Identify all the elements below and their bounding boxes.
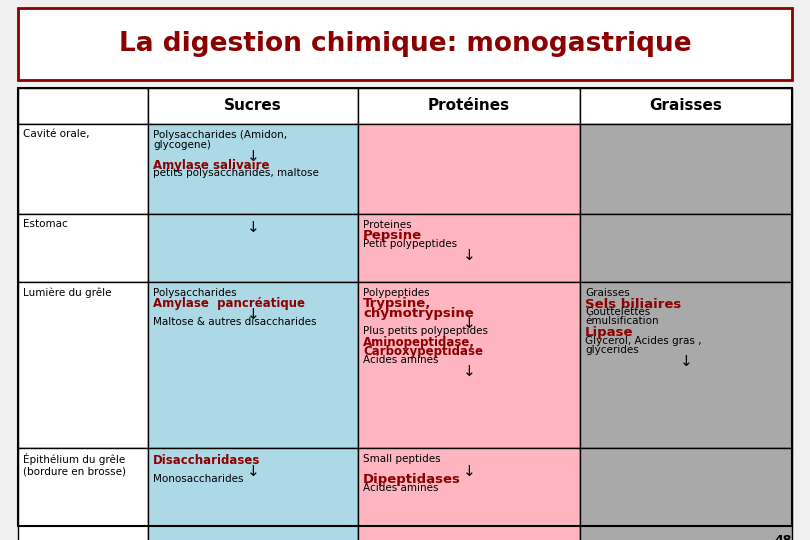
- Text: Polysaccharides (Amidon,: Polysaccharides (Amidon,: [153, 130, 287, 140]
- Text: Dipeptidases: Dipeptidases: [363, 474, 461, 487]
- Text: ↓: ↓: [463, 248, 475, 264]
- Text: émulsification: émulsification: [585, 316, 659, 327]
- Bar: [18, 88, 792, 526]
- Text: ↓: ↓: [463, 463, 475, 478]
- Bar: [580, 214, 792, 282]
- Text: ↓: ↓: [246, 220, 259, 235]
- Text: Monosaccharides: Monosaccharides: [153, 474, 244, 483]
- Bar: [358, 448, 580, 540]
- Text: ↓: ↓: [463, 364, 475, 380]
- Text: glycerides: glycerides: [585, 345, 639, 355]
- Text: Pepsine: Pepsine: [363, 230, 422, 242]
- Text: Proteines: Proteines: [363, 220, 411, 230]
- Bar: [580, 124, 792, 214]
- Bar: [18, 88, 148, 124]
- Text: Lumière du grêle: Lumière du grêle: [23, 287, 112, 298]
- Text: Protéines: Protéines: [428, 98, 510, 113]
- Text: Small peptides: Small peptides: [363, 454, 441, 464]
- Bar: [148, 88, 358, 124]
- Text: ↓: ↓: [680, 354, 693, 369]
- Text: Polysaccharides: Polysaccharides: [153, 288, 237, 298]
- Text: ↓: ↓: [246, 307, 259, 322]
- Bar: [358, 124, 580, 214]
- Bar: [18, 124, 148, 214]
- Text: Lipase: Lipase: [585, 326, 633, 339]
- Bar: [148, 282, 358, 448]
- Bar: [580, 88, 792, 124]
- Text: Épithélium du grêle
(bordure en brosse): Épithélium du grêle (bordure en brosse): [23, 453, 126, 477]
- Text: ↓: ↓: [246, 149, 259, 164]
- Text: La digestion chimique: monogastrique: La digestion chimique: monogastrique: [119, 31, 691, 57]
- Text: Polypeptides: Polypeptides: [363, 288, 429, 298]
- Bar: [358, 88, 580, 124]
- Bar: [148, 124, 358, 214]
- Text: Petit polypeptides: Petit polypeptides: [363, 239, 457, 249]
- Bar: [18, 282, 148, 448]
- Text: 48: 48: [774, 534, 792, 540]
- Text: Cavité orale,: Cavité orale,: [23, 129, 89, 139]
- Bar: [148, 448, 358, 540]
- Text: Carboxypeptidase: Carboxypeptidase: [363, 346, 483, 359]
- Text: chymotrypsine: chymotrypsine: [363, 307, 474, 320]
- Text: Maltose & autres disaccharides: Maltose & autres disaccharides: [153, 317, 317, 327]
- Text: Graisses: Graisses: [585, 288, 629, 298]
- Text: Disaccharidases: Disaccharidases: [153, 454, 260, 467]
- Text: Acides aminés: Acides aminés: [363, 483, 438, 493]
- Text: Glycerol, Acides gras ,: Glycerol, Acides gras ,: [585, 335, 701, 346]
- Text: Sels biliaires: Sels biliaires: [585, 298, 681, 310]
- Text: Trypsine,: Trypsine,: [363, 298, 432, 310]
- Text: Acides aminés: Acides aminés: [363, 355, 438, 365]
- Text: ↓: ↓: [246, 463, 259, 478]
- Bar: [18, 214, 148, 282]
- Text: Sucres: Sucres: [224, 98, 282, 113]
- Text: Amylase  pancréatique: Amylase pancréatique: [153, 298, 305, 310]
- Text: Graisses: Graisses: [650, 98, 723, 113]
- Text: ↓: ↓: [463, 316, 475, 332]
- Bar: [358, 282, 580, 448]
- Bar: [148, 214, 358, 282]
- Text: Estomac: Estomac: [23, 219, 68, 229]
- Bar: [580, 282, 792, 448]
- Bar: [580, 448, 792, 540]
- Text: petits polysaccharides, maltose: petits polysaccharides, maltose: [153, 168, 319, 179]
- Text: Aminopeptidase,: Aminopeptidase,: [363, 336, 475, 349]
- Text: glycogene): glycogene): [153, 139, 211, 150]
- Bar: [18, 448, 148, 540]
- Bar: [358, 214, 580, 282]
- Text: Plus petits polypeptides: Plus petits polypeptides: [363, 327, 488, 336]
- Text: Gouttelettes: Gouttelettes: [585, 307, 650, 317]
- Bar: [18, 8, 792, 80]
- Text: Amylase salivaire: Amylase salivaire: [153, 159, 270, 172]
